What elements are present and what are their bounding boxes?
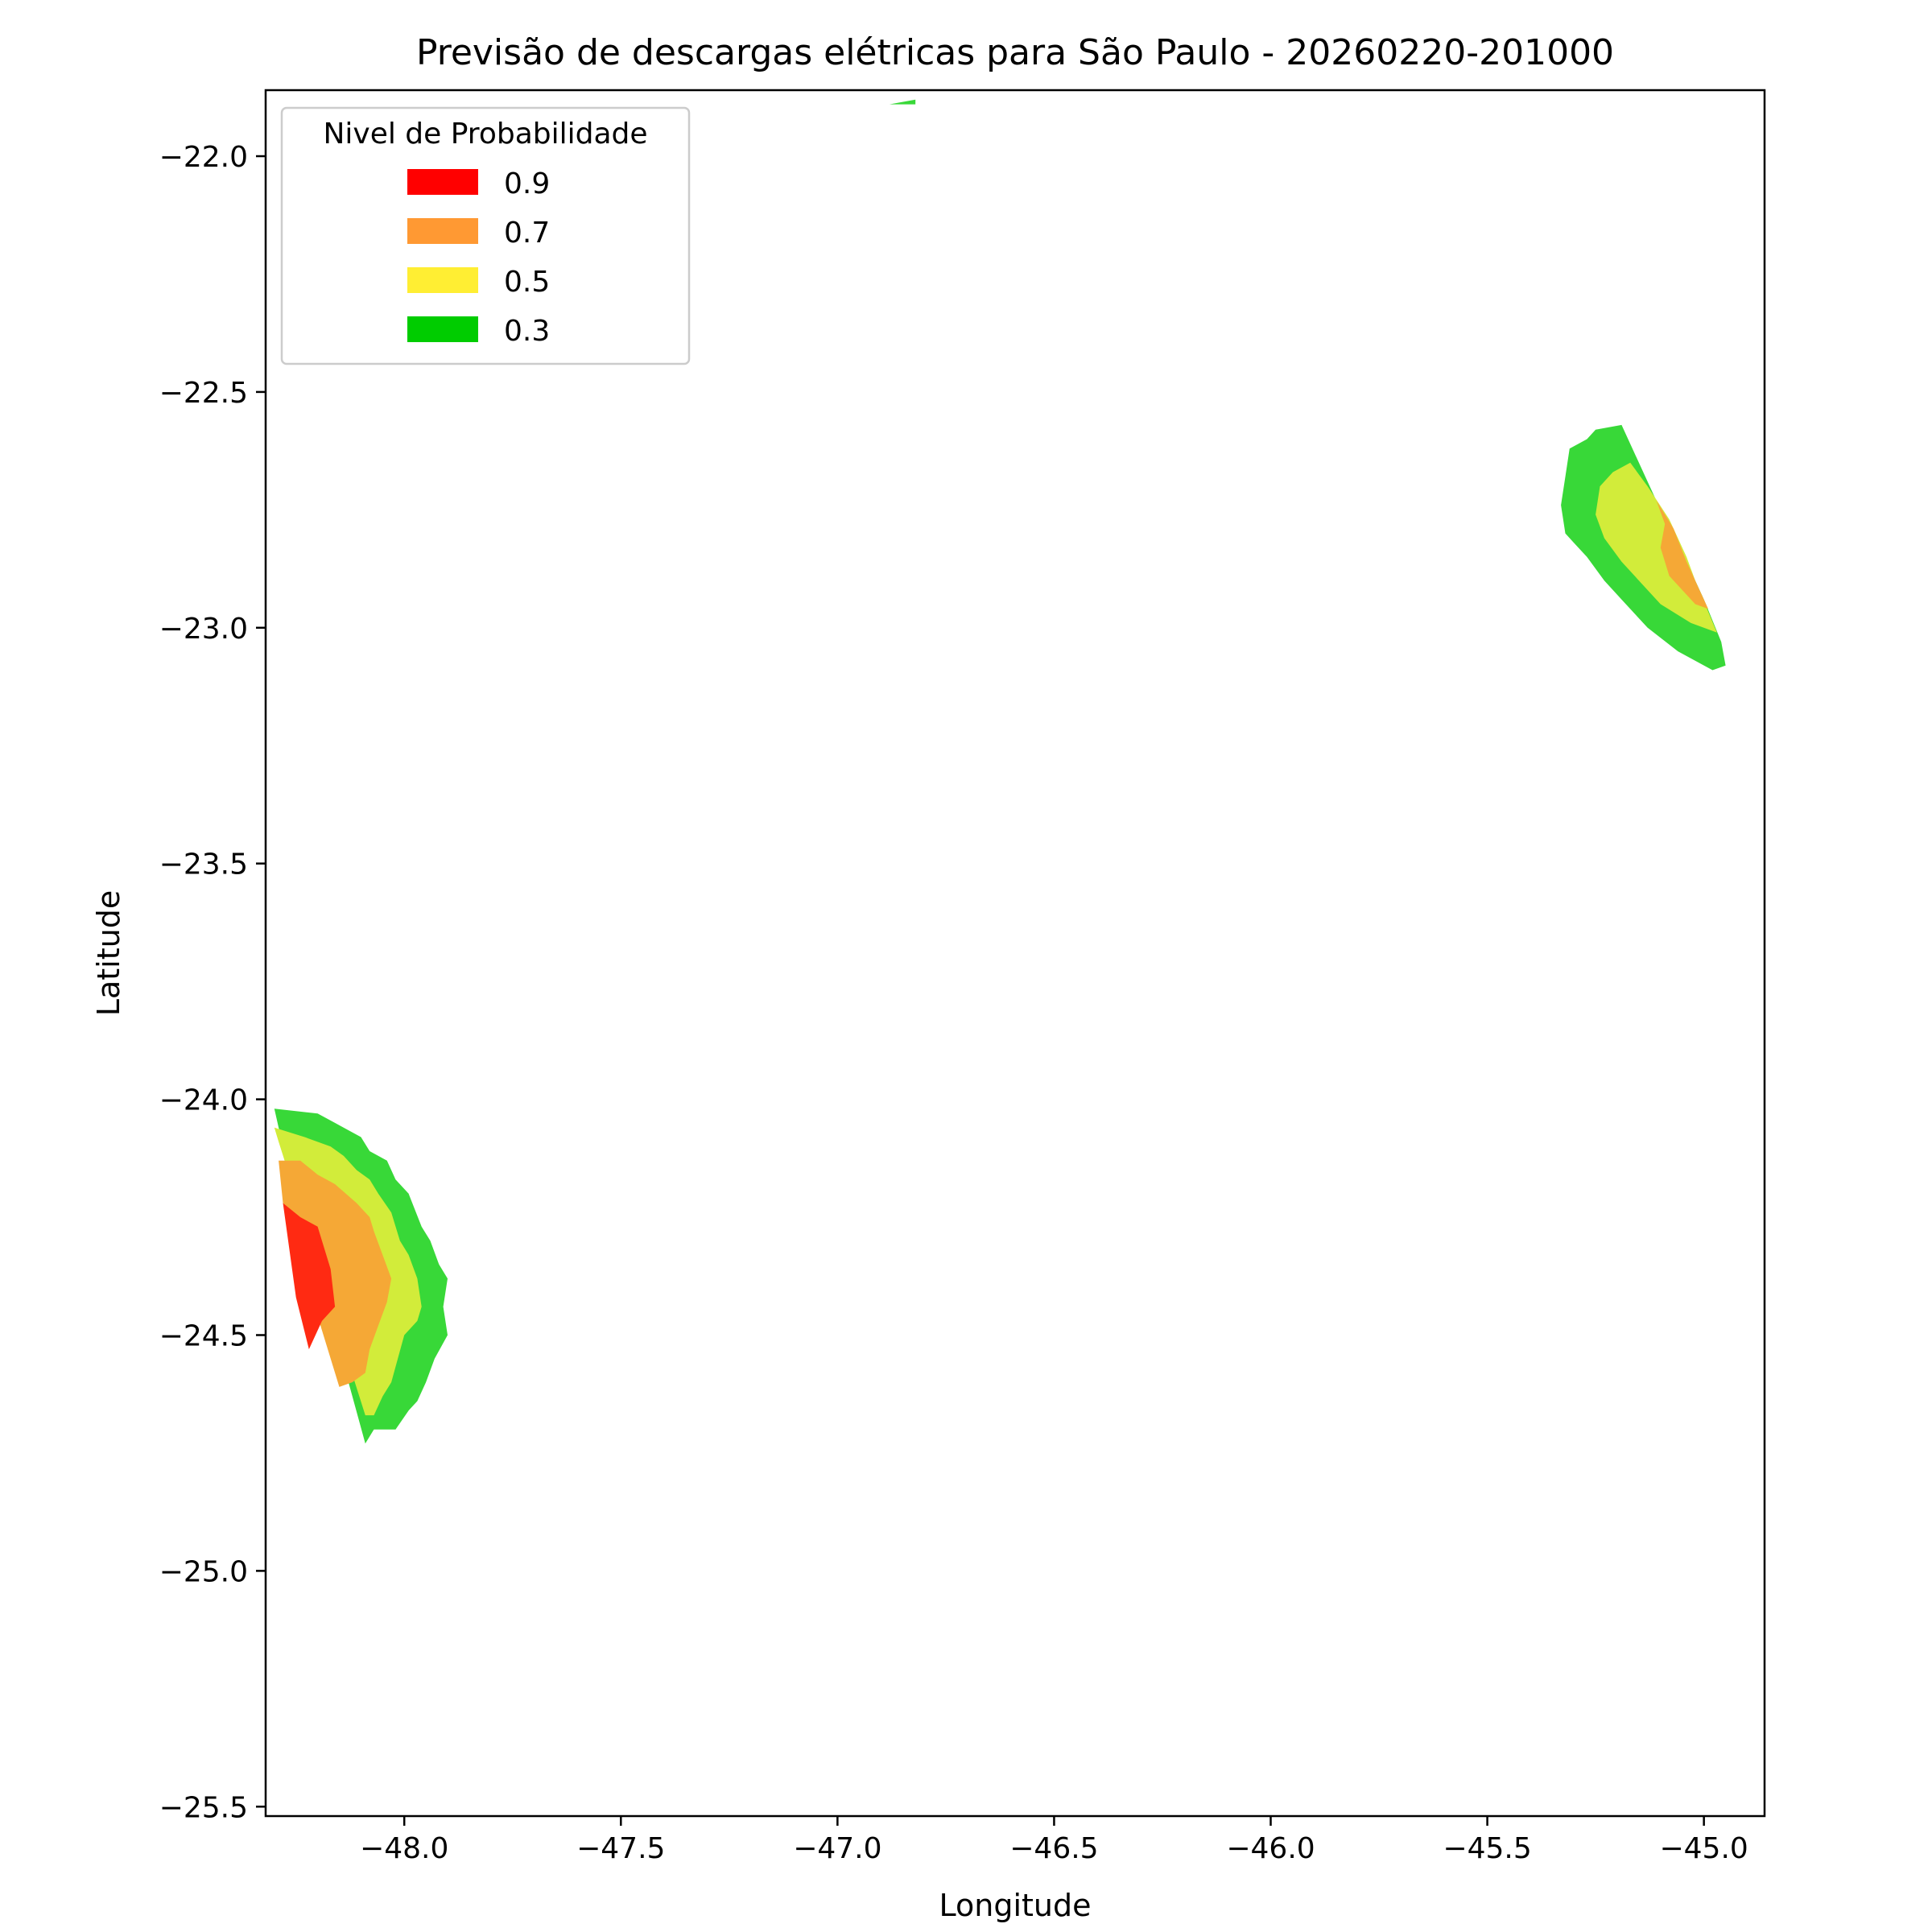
x-axis-label: Longitude <box>939 1888 1092 1923</box>
y-tick-label: −22.5 <box>159 377 248 410</box>
plot-frame <box>264 89 1766 1818</box>
legend-swatch <box>407 267 478 293</box>
contour-region-09 <box>283 1203 336 1350</box>
legend-title: Nivel de Probabilidade <box>323 118 647 151</box>
legend-label: 0.3 <box>504 315 550 348</box>
y-axis-label: Latitude <box>91 890 126 1016</box>
y-tick-label: −25.5 <box>159 1791 248 1824</box>
contour-region-07 <box>279 1160 392 1387</box>
y-tick-label: −23.0 <box>159 613 248 646</box>
contour-region-03 <box>889 99 916 105</box>
x-tick-label: −46.5 <box>1009 1832 1098 1865</box>
legend: Nivel de Probabilidade 0.9 0.7 0.5 0.3 <box>280 106 691 365</box>
legend-label: 0.9 <box>504 167 550 200</box>
legend-entries: 0.9 0.7 0.5 0.3 <box>407 167 550 348</box>
legend-label: 0.5 <box>504 266 550 299</box>
chart-title: Previsão de descargas elétricas para São… <box>416 32 1614 73</box>
x-tick-label: −45.5 <box>1443 1832 1531 1865</box>
y-tick-label: −23.5 <box>159 848 248 881</box>
legend-swatch <box>407 218 478 244</box>
legend-label: 0.7 <box>504 217 550 250</box>
legend-swatch <box>407 169 478 195</box>
y-tick-label: −24.0 <box>159 1084 248 1117</box>
y-tick-label: −22.0 <box>159 141 248 174</box>
x-axis-ticks: −48.0 −47.5 −47.0 −46.5 −46.0 −45.5 −45.0 <box>360 1816 1748 1865</box>
y-tick-label: −25.0 <box>159 1555 248 1588</box>
y-tick-label: −24.5 <box>159 1319 248 1352</box>
contour-region-07 <box>1656 500 1708 609</box>
x-tick-label: −48.0 <box>360 1832 448 1865</box>
x-tick-label: −47.0 <box>793 1832 881 1865</box>
x-tick-label: −47.5 <box>576 1832 665 1865</box>
y-axis-ticks: −22.0 −22.5 −23.0 −23.5 −24.0 −24.5 −25.0 −25.5 <box>159 141 266 1824</box>
legend-swatch <box>407 316 478 342</box>
legend-box <box>280 106 691 365</box>
contour-regions <box>274 99 1726 1444</box>
x-tick-label: −45.0 <box>1659 1832 1748 1865</box>
x-tick-label: −46.0 <box>1226 1832 1315 1865</box>
